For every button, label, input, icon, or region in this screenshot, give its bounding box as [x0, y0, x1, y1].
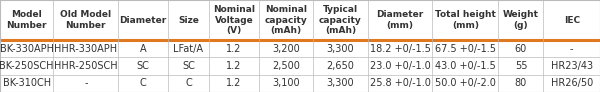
Text: HHR-330APH: HHR-330APH [55, 44, 118, 54]
Text: LFat/A: LFat/A [173, 44, 203, 54]
Text: 25.8 +0/-1.0: 25.8 +0/-1.0 [370, 78, 430, 88]
Text: C: C [140, 78, 146, 88]
Text: 3,100: 3,100 [272, 78, 299, 88]
Text: -: - [84, 78, 88, 88]
Text: 80: 80 [515, 78, 527, 88]
Text: HR26/50: HR26/50 [551, 78, 593, 88]
Text: 2,650: 2,650 [326, 61, 354, 71]
Text: BK-250SCH: BK-250SCH [0, 61, 54, 71]
Text: 55: 55 [515, 61, 527, 71]
Text: Diameter: Diameter [119, 16, 167, 25]
Text: SC: SC [136, 61, 149, 71]
Text: Weight
(g): Weight (g) [503, 10, 539, 30]
Text: 23.0 +0/-1.0: 23.0 +0/-1.0 [370, 61, 430, 71]
Text: A: A [140, 44, 146, 54]
Text: BK-310CH: BK-310CH [2, 78, 51, 88]
Text: -: - [570, 44, 574, 54]
Text: 50.0 +0/-2.0: 50.0 +0/-2.0 [435, 78, 496, 88]
Text: 3,300: 3,300 [326, 78, 354, 88]
Text: Size: Size [178, 16, 199, 25]
Text: Nominal
Voltage
(V): Nominal Voltage (V) [213, 5, 255, 35]
Text: 1.2: 1.2 [226, 78, 242, 88]
Bar [0, 0, 600, 40]
Bar [0, 40, 600, 57]
Text: Old Model
Number: Old Model Number [61, 10, 112, 30]
Text: Typical
capacity
(mAh): Typical capacity (mAh) [319, 5, 362, 35]
Text: 3,300: 3,300 [326, 44, 354, 54]
Text: Nominal
capacity
(mAh): Nominal capacity (mAh) [265, 5, 307, 35]
Text: 43.0 +0/-1.5: 43.0 +0/-1.5 [435, 61, 496, 71]
Text: HHR-250SCH: HHR-250SCH [54, 61, 118, 71]
Text: Total height
(mm): Total height (mm) [435, 10, 496, 30]
Text: BK-330APH: BK-330APH [0, 44, 54, 54]
Text: 18.2 +0/-1.5: 18.2 +0/-1.5 [370, 44, 430, 54]
Text: 60: 60 [515, 44, 527, 54]
Bar [0, 75, 600, 92]
Text: 1.2: 1.2 [226, 61, 242, 71]
Bar [0, 57, 600, 75]
Text: 67.5 +0/-1.5: 67.5 +0/-1.5 [435, 44, 496, 54]
Text: SC: SC [182, 61, 195, 71]
Text: 1.2: 1.2 [226, 44, 242, 54]
Text: IEC: IEC [563, 16, 580, 25]
Text: 2,500: 2,500 [272, 61, 300, 71]
Text: C: C [185, 78, 192, 88]
Text: 3,200: 3,200 [272, 44, 300, 54]
Text: HR23/43: HR23/43 [551, 61, 593, 71]
Text: Model
Number: Model Number [7, 10, 47, 30]
Text: Diameter
(mm): Diameter (mm) [376, 10, 424, 30]
